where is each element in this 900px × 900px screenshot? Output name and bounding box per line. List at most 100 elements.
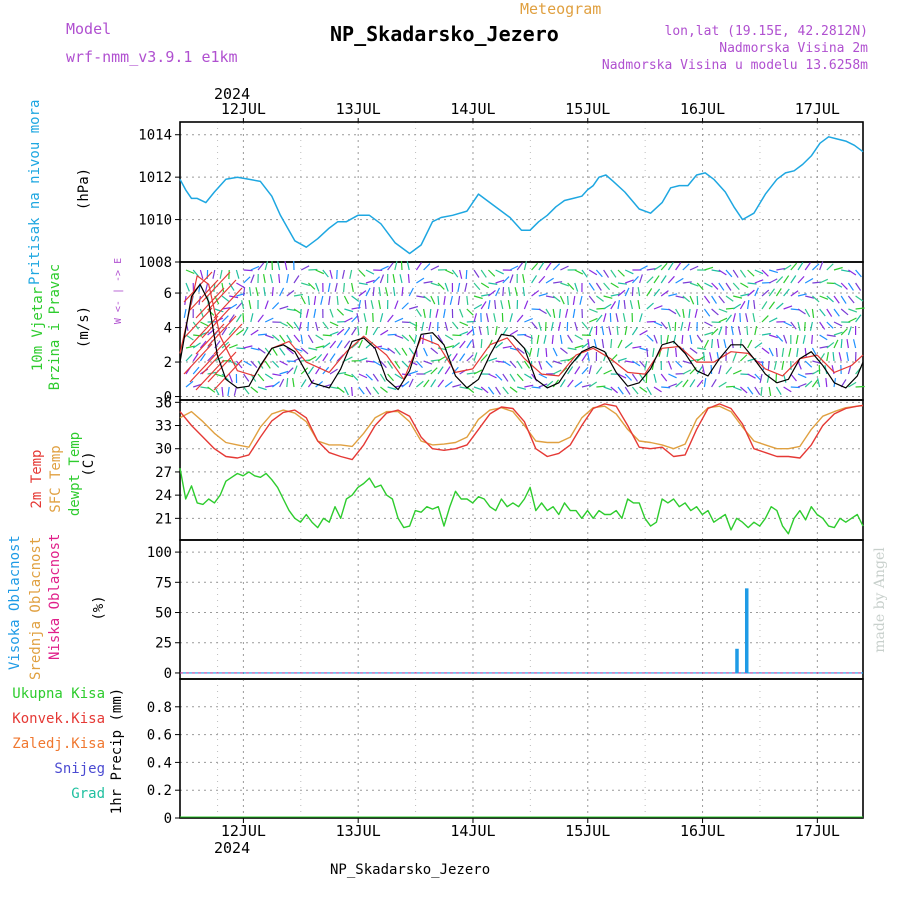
wind-arrow [687,321,691,331]
wind-arrow [804,360,813,368]
wind-arrow [639,313,643,323]
legend-snow: Snijeg [54,761,105,777]
wind-arrow [429,308,432,319]
year-bottom: 2024 [214,839,251,857]
wind-arrow [401,334,410,342]
wind-arrow [423,263,431,271]
wind-arrow [595,366,603,375]
wind-arrow [731,339,734,349]
wind-arrow [493,313,497,323]
wind-arrow [588,295,596,304]
wind-arrow [833,282,843,288]
wind-arrow [688,308,691,319]
wind-arrow [387,360,394,369]
wind-arrow [832,351,835,362]
wind-arrow [617,339,623,349]
wind-arrow [485,313,489,323]
wind-arrow [696,379,704,388]
wind-arrow-gust [213,323,243,355]
wind-arrow [358,357,368,362]
wind-arrow [495,360,505,363]
wind-arrow [819,353,825,362]
wind-arrow [233,386,237,396]
wind-arrow [848,381,857,388]
wind-arrow [761,315,769,323]
wind-arrow [243,386,250,395]
wind-arrow [826,321,834,329]
wind-arrow [265,385,275,388]
wind-arrow [704,321,713,327]
wind-arrow [682,379,689,388]
wind-arrow [819,278,829,284]
wind-arrow [552,379,560,388]
wind-arrow [185,334,194,341]
wind-arrow [185,380,194,388]
wind-arrow [478,326,482,336]
wind-arrow [848,269,857,276]
wind-arrow [711,269,721,273]
wind-arrow [761,269,769,277]
wind-arrow [581,321,589,330]
wind-arrow [509,373,516,382]
day-label-bottom: 14JUL [450,822,495,840]
wind-arrow [365,373,373,381]
wind-arrow [761,301,768,310]
wind-arrow [617,373,627,379]
wind-arrow [351,315,359,323]
wind-arrow [610,338,613,349]
wind-arrow [811,334,813,345]
wind-arrow [725,366,733,375]
wind-arrow [790,290,799,297]
wind-arrow [783,264,792,271]
wind-arrow [538,275,546,284]
wind-arrow [358,290,367,297]
wind-arrow [536,347,540,357]
wind-arrow [430,265,440,271]
wind-arrow [185,345,195,349]
wind-arrow [797,262,804,271]
wind-arrow [833,339,839,349]
wind-arrow [660,373,668,382]
wind-arrow-gust [207,315,237,347]
wind-arrow [442,308,446,318]
y-tick-label: 36 [155,395,172,411]
wind-arrow [387,333,397,336]
wind-arrow [696,295,699,306]
wind-arrow-gust [213,287,243,319]
wind-arrow [308,355,317,362]
wind-arrow [711,328,719,336]
wind-arrow [416,380,424,388]
wind-arrow [704,282,713,288]
wind-arrow [480,338,483,349]
wind-arrow [574,344,584,349]
wind-arrow [449,295,453,305]
wind-arrow [516,262,524,271]
wind-arrow [689,379,696,388]
wind-arrow [545,262,552,271]
wind-arrow [430,282,440,287]
wind-arrow [466,340,473,349]
wind-arrow [545,380,554,388]
model-altitude: Nadmorska Visina u modelu 13.6258m [601,58,868,73]
wind-arrow [315,282,320,292]
wind-arrow [387,386,397,391]
wind-arrow [272,373,282,377]
wind-arrow [444,334,454,341]
wind-arrow [615,313,619,323]
wind-arrow [524,317,533,323]
wind-arrow [409,305,419,310]
wind-arrow [550,321,554,331]
wind-arrow [545,295,555,299]
wind-arrow [552,263,561,271]
wind-arrow [588,326,594,336]
wind-arrow-gust [183,307,213,339]
wind-arrow [675,277,684,284]
day-label-top: 15JUL [565,100,610,118]
wind-arrow [351,373,359,381]
wind-arrow [329,269,333,279]
wind-arrow [545,308,552,317]
wind-arrow [269,274,273,284]
station-title: NP_Skadarsko_Jezero [330,22,559,46]
wind-arrow [567,334,573,343]
